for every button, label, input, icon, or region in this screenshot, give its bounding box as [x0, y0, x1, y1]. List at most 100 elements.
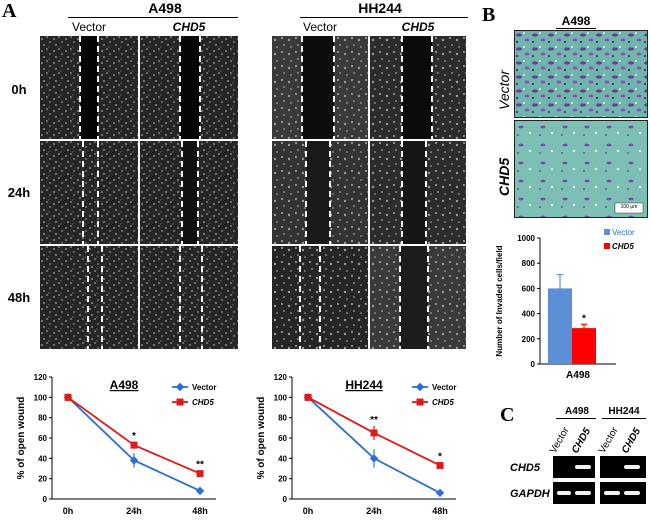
wound-image-a498-chd5-0h: [140, 36, 238, 139]
wound-image-hh244-vector-24h: [272, 141, 368, 244]
panel-b-header: A498: [561, 14, 591, 28]
chart-a498-legend-label: Vector: [192, 383, 216, 392]
hh244-vector-label: Vector: [302, 20, 338, 34]
chart-a498-legend-label: CHD5: [192, 398, 214, 407]
hh244-header: HH244: [358, 0, 402, 16]
wound-image-hh244-vector-48h: [272, 246, 368, 349]
bar-ytick-label: 0: [531, 360, 536, 369]
chart-hh244-point-chd5: [304, 393, 312, 401]
hh244-chd5-label: CHD5: [401, 20, 435, 34]
chart-hh244-xtick-label: 0h: [303, 506, 314, 516]
chart-a498-ytick-label: 120: [34, 373, 48, 382]
bar-legend-swatch: [604, 229, 610, 235]
panel-b-letter: B: [482, 4, 496, 26]
chart-a498-title: A498: [110, 378, 139, 392]
row-label-24h: 24h: [7, 185, 31, 200]
gel-lane-label-chd5-hh244: CHD5: [620, 426, 644, 456]
bar-chd5: [572, 328, 596, 364]
bar-ytick-label: 800: [522, 259, 536, 268]
gel-a498-header: A498: [565, 406, 589, 417]
wound-image-a498-vector-0h: [40, 36, 138, 139]
scale-bar-label: 100 μm: [620, 204, 638, 210]
wound-image-hh244-chd5-48h: [370, 246, 466, 349]
chart-hh244-significance: *: [438, 451, 442, 462]
panel-b-chd5-label: CHD5: [496, 157, 512, 196]
invasion-image-vector: [514, 30, 648, 118]
chart-hh244-point-vector: [369, 454, 379, 463]
gel-image-gapdh-a498: [553, 482, 595, 504]
chart-hh244-legend-label: CHD5: [432, 398, 454, 407]
chart-hh244-point-chd5: [436, 461, 444, 469]
gel-hh244-underline: [602, 418, 646, 419]
chart-a498-xtick-label: 24h: [126, 506, 142, 516]
chart-hh244-point-chd5: [370, 429, 378, 437]
bar-legend-swatch: [604, 243, 610, 249]
wound-image-a498-vector-24h: [40, 141, 138, 244]
chart-a498-point-vector: [195, 486, 205, 496]
wound-image-a498-vector-48h: [40, 246, 138, 349]
chart-a498-ytick-label: 80: [38, 414, 47, 423]
chart-hh244-xtick-label: 24h: [366, 506, 382, 516]
gel-lane-label-vector-hh244: Vector: [597, 425, 621, 456]
gel-gene-label-gapdh: GAPDH: [510, 488, 550, 500]
gel-gene-label-chd5: CHD5: [510, 462, 540, 474]
gel-image-chd5-a498: [553, 456, 595, 478]
hh244-header-underline: [300, 17, 468, 18]
chart-hh244-series-vector-line: [307, 396, 441, 494]
bar-ytick-label: 1000: [517, 234, 535, 243]
chart-hh244-wound: 0 20 40 60 80 100 120 0h 24h 48h % of open wound HH…: [256, 373, 456, 516]
chart-hh244-legend-marker: [415, 382, 425, 392]
wound-image-a498-chd5-24h: [140, 141, 238, 244]
bar-ytick-label: 600: [522, 284, 536, 293]
chart-a498-legend-marker: [175, 382, 185, 392]
chart-a498-significance: *: [132, 431, 136, 442]
chart-a498-xtick-label: 0h: [63, 506, 74, 516]
wound-image-hh244-vector-0h: [272, 36, 368, 139]
chart-hh244-ytick-label: 60: [278, 434, 287, 443]
wound-image-a498-chd5-48h: [140, 246, 238, 349]
gel-lane-label-vector-a498: Vector: [548, 425, 572, 456]
bar-ytick-label: 200: [522, 335, 536, 344]
chart-hh244-significance: **: [370, 415, 378, 426]
panel-b-vector-label: Vector: [496, 70, 512, 110]
chart-a498-ytick-label: 20: [38, 475, 47, 484]
chart-hh244-ytick-label: 120: [274, 373, 288, 382]
chart-hh244-ytick-label: 40: [278, 454, 287, 463]
wound-image-hh244-chd5-0h: [370, 36, 466, 139]
wound-image-hh244-chd5-24h: [370, 141, 466, 244]
chart-hh244-ytick-label: 20: [278, 475, 287, 484]
bar-ytick-label: 400: [522, 310, 536, 319]
a498-chd5-label: CHD5: [172, 20, 206, 34]
gel-hh244-header: HH244: [608, 406, 640, 417]
gel-image-gapdh-hh244: [600, 482, 646, 504]
chart-a498-point-chd5: [196, 470, 204, 478]
gel-lane-label-chd5-a498: CHD5: [570, 426, 594, 456]
chart-a498-point-chd5: [64, 393, 72, 401]
row-label-48h: 48h: [7, 290, 31, 305]
chart-a498-significance: **: [196, 460, 204, 471]
chart-hh244-ytick-label: 80: [278, 414, 287, 423]
bar-vector: [548, 288, 572, 364]
chart-a498-legend-marker: [176, 398, 184, 406]
chart-a498-ytick-label: 60: [38, 434, 47, 443]
bar-legend-label: Vector: [612, 228, 635, 237]
chart-hh244-point-vector: [435, 488, 445, 498]
chart-hh244-ytick-label: 100: [274, 393, 288, 402]
bar-significance: *: [582, 313, 586, 324]
bar-legend-label: CHD5: [612, 242, 634, 251]
a498-header: A498: [148, 0, 182, 16]
bar-xlabel: A498: [566, 370, 590, 381]
a498-header-underline: [68, 17, 238, 18]
chart-a498-xtick-label: 48h: [192, 506, 208, 516]
chart-invasion-bar: 0 200 400 600 800 1000 Number of Invaded cells…: [495, 228, 635, 381]
chart-a498-ytick-label: 0: [43, 495, 48, 504]
row-label-0h: 0h: [11, 82, 27, 97]
chart-hh244-legend-marker: [416, 398, 424, 406]
chart-hh244-ylabel: % of open wound: [256, 397, 267, 480]
chart-a498-ylabel: % of open wound: [16, 397, 27, 480]
panel-a-letter: A: [2, 0, 17, 22]
bar-ylabel: Number of Invaded cells/field: [495, 245, 504, 356]
a498-vector-label: Vector: [71, 20, 107, 34]
gel-a498-underline: [556, 418, 596, 419]
chart-hh244-ytick-label: 0: [283, 495, 288, 504]
